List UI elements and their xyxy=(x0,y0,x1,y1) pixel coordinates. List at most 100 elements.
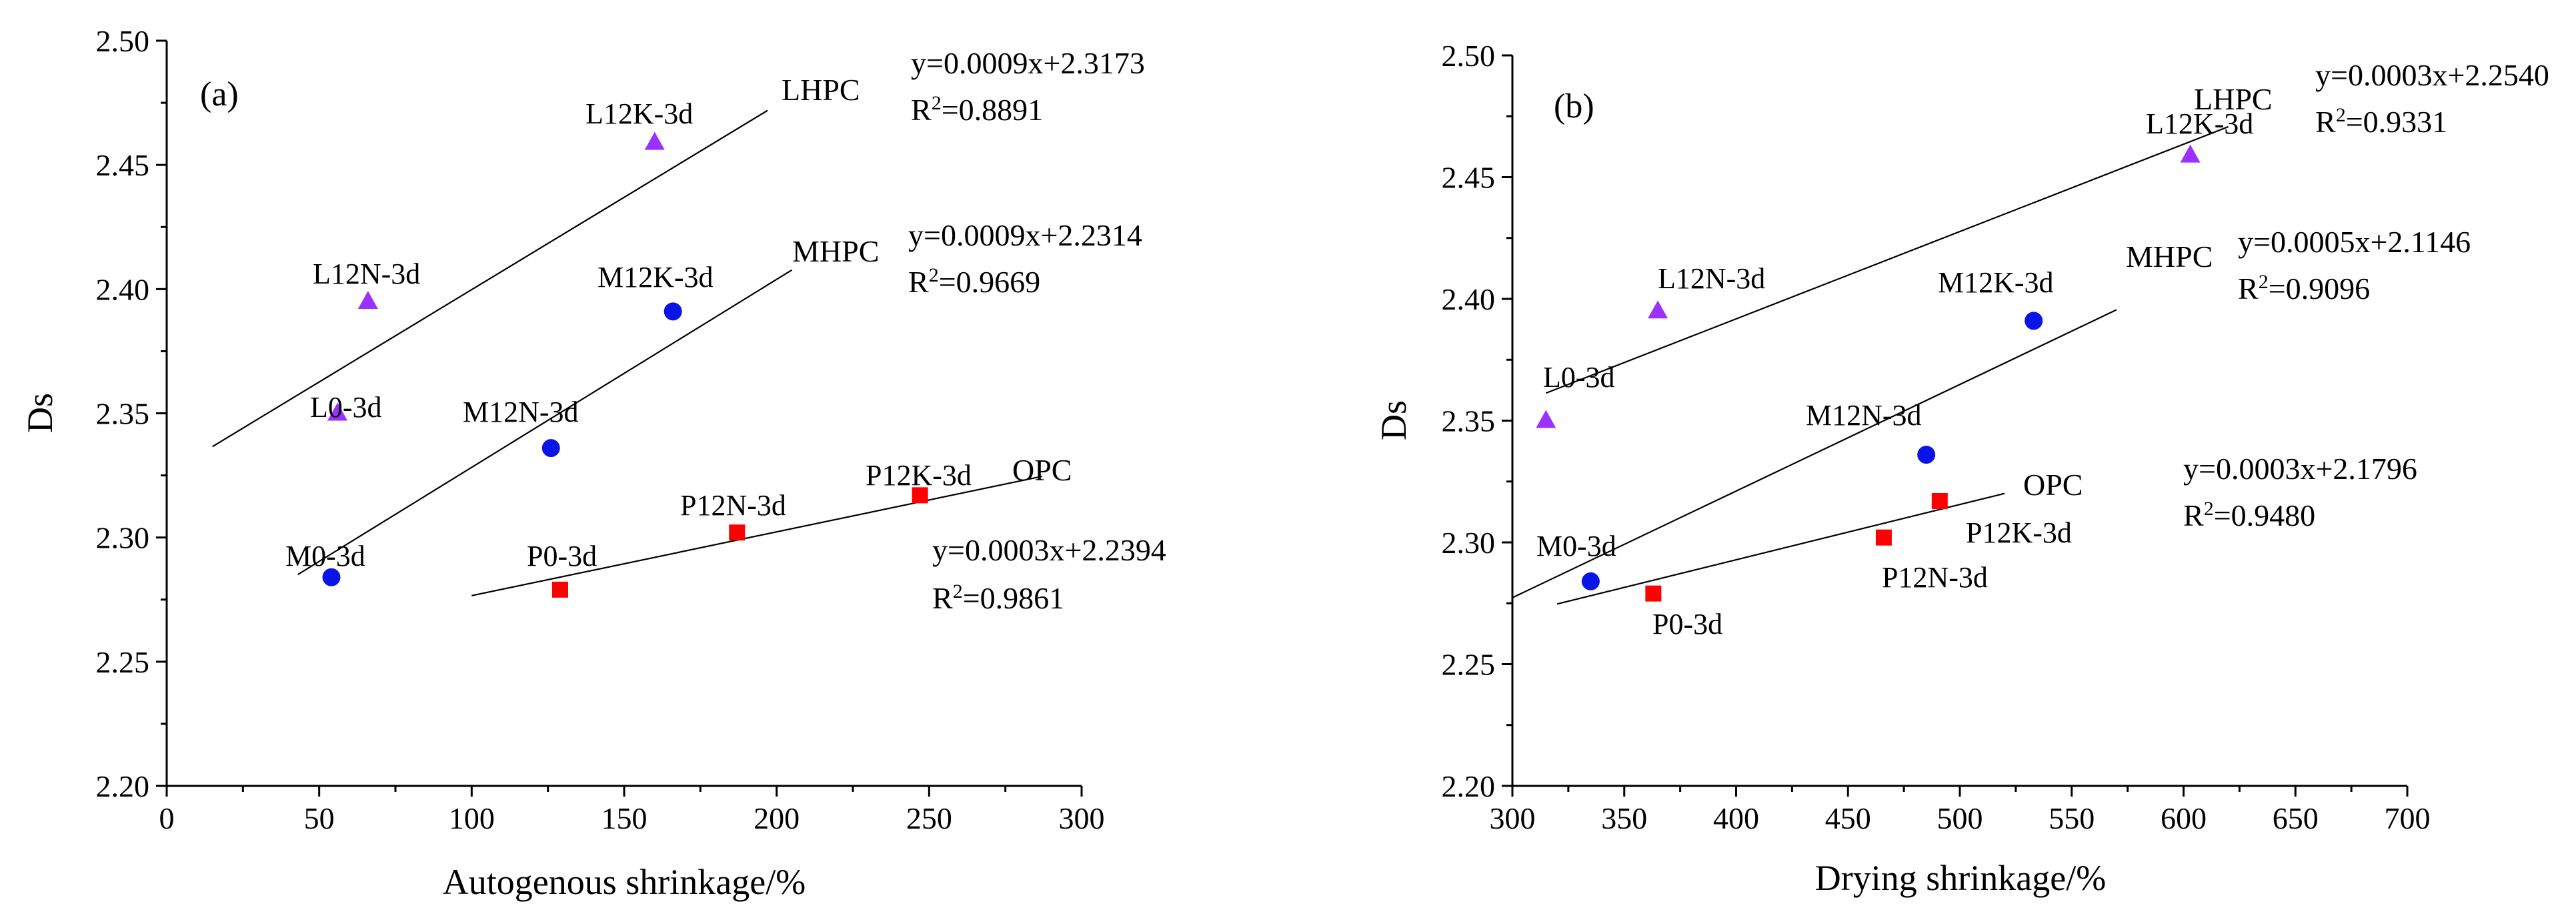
fit-line-mhpc xyxy=(1512,309,2117,598)
point-p0-3d xyxy=(1645,585,1662,602)
point-label-p12k-3d: P12K-3d xyxy=(1966,516,2072,549)
fit-line-lhpc xyxy=(212,109,768,448)
y-tick-label: 2.20 xyxy=(96,769,150,803)
x-tick-label: 650 xyxy=(2273,801,2319,835)
y-axis-title-a: Ds xyxy=(20,393,60,433)
point-l12k-3d xyxy=(2180,144,2201,163)
point-label-l0-3d: L0-3d xyxy=(1543,361,1615,394)
x-tick-label: 0 xyxy=(159,801,175,835)
series-name-lhpc-b: LHPC xyxy=(2194,82,2273,116)
point-m12n-3d xyxy=(541,439,560,458)
r2-value-mhpc-b: =0.9096 xyxy=(2269,272,2370,306)
x-tick-label: 550 xyxy=(2049,801,2095,835)
point-label-m0-3d: M0-3d xyxy=(1536,530,1616,562)
y-tick-label: 2.40 xyxy=(1442,282,1496,316)
r2-lhpc-b: R2=0.9331 xyxy=(2315,104,2447,139)
point-label-p12k-3d: P12K-3d xyxy=(866,459,972,492)
point-m12k-3d xyxy=(664,302,682,321)
point-label-m12k-3d: M12K-3d xyxy=(597,261,714,294)
x-tick-label: 50 xyxy=(304,801,335,835)
point-label-m0-3d: M0-3d xyxy=(285,540,365,572)
y-tick-label: 2.45 xyxy=(96,148,150,182)
x-tick-label: 700 xyxy=(2385,801,2431,835)
y-tick-label: 2.40 xyxy=(96,272,150,306)
point-label-p12n-3d: P12N-3d xyxy=(680,489,786,522)
point-l12n-3d xyxy=(1648,300,1668,319)
point-label-m12k-3d: M12K-3d xyxy=(1938,266,2054,299)
series-name-mhpc-a: MHPC xyxy=(792,234,879,268)
fit-line-mhpc xyxy=(297,269,793,576)
panel-label-b: (b) xyxy=(1554,87,1594,125)
equation-opc-b: y=0.0003x+2.1796 xyxy=(2183,452,2417,486)
equation-opc-a: y=0.0003x+2.2394 xyxy=(932,533,1166,567)
point-labels-b: L0-3d L12N-3d L12K-3d M0-3d M12N-3d M12K-3d P0… xyxy=(1536,107,2253,640)
point-label-l12n-3d: L12N-3d xyxy=(1658,262,1765,295)
series-name-lhpc-a: LHPC xyxy=(782,73,860,107)
series-name-opc-a: OPC xyxy=(1012,453,1072,487)
equation-lhpc-b: y=0.0003x+2.2540 xyxy=(2315,58,2549,92)
point-label-p12n-3d: P12N-3d xyxy=(1882,561,1988,594)
point-p12k-3d xyxy=(912,487,928,504)
point-label-l12k-3d: L12K-3d xyxy=(585,97,693,130)
series-name-mhpc-b: MHPC xyxy=(2126,240,2213,274)
point-l0-3d xyxy=(327,402,348,421)
equation-mhpc-b: y=0.0005x+2.1146 xyxy=(2238,225,2471,259)
r2-value-lhpc-b: =0.9331 xyxy=(2346,105,2447,139)
ticks-b: 300 350 400 450 500 550 600 650 700 2.20 2.25 2.30 2… xyxy=(1442,39,2431,835)
y-tick-label: 2.35 xyxy=(1442,404,1496,438)
point-l12n-3d xyxy=(357,290,378,309)
fit-line-lhpc xyxy=(1545,125,2229,394)
r2-mhpc-b: R2=0.9096 xyxy=(2238,271,2370,306)
r2-mhpc-a: R2=0.9669 xyxy=(908,264,1040,300)
series-name-opc-b: OPC xyxy=(2023,468,2083,502)
point-label-l12n-3d: L12N-3d xyxy=(313,258,420,290)
x-tick-label: 400 xyxy=(1713,801,1759,835)
r2-value-mhpc-a: =0.9669 xyxy=(939,265,1040,299)
fit-lines-b xyxy=(1512,125,2229,605)
point-label-l0-3d: L0-3d xyxy=(310,391,382,424)
y-tick-label: 2.50 xyxy=(1442,39,1496,73)
x-tick-label: 250 xyxy=(906,801,952,835)
x-tick-label: 600 xyxy=(2161,801,2207,835)
point-m0-3d xyxy=(1581,572,1600,590)
x-tick-label: 450 xyxy=(1825,801,1871,835)
x-tick-label: 350 xyxy=(1601,801,1647,835)
fit-line-opc xyxy=(471,475,1042,596)
equation-lhpc-a: y=0.0009x+2.3173 xyxy=(911,46,1145,80)
r2-opc-b: R2=0.9480 xyxy=(2183,498,2315,533)
point-m12k-3d xyxy=(2025,312,2043,330)
point-label-m12n-3d: M12N-3d xyxy=(463,396,579,428)
x-tick-label: 500 xyxy=(1937,801,1983,835)
point-p12n-3d xyxy=(729,524,746,541)
data-points-b xyxy=(1536,144,2201,602)
r2-value-lhpc-a: =0.8891 xyxy=(942,93,1043,127)
r2-lhpc-a: R2=0.8891 xyxy=(911,92,1043,127)
point-l0-3d xyxy=(1536,410,1556,428)
x-tick-label: 150 xyxy=(601,801,648,835)
data-points-a xyxy=(322,131,928,598)
y-tick-label: 2.20 xyxy=(1442,769,1496,803)
chart-panel-a: 0 50 100 150 200 250 300 2.20 2.25 2.30 2.35 2.40 2.… xyxy=(20,24,1166,902)
point-m0-3d xyxy=(322,568,341,586)
ticks-a: 0 50 100 150 200 250 300 2.20 2.25 2.30 2.35 2.40 2.… xyxy=(96,24,1105,835)
x-tick-label: 300 xyxy=(1490,801,1536,835)
r2-value-opc-b: =0.9480 xyxy=(2214,498,2315,532)
y-tick-label: 2.30 xyxy=(96,521,150,555)
y-tick-label: 2.30 xyxy=(1442,526,1496,560)
x-tick-label: 300 xyxy=(1059,801,1105,835)
y-tick-label: 2.25 xyxy=(96,645,150,679)
chart-panel-b: 300 350 400 450 500 550 600 650 700 2.20 2.25 2.30 2… xyxy=(1374,39,2549,898)
point-label-p0-3d: P0-3d xyxy=(1652,608,1722,640)
r2-opc-a: R2=0.9861 xyxy=(932,580,1064,616)
x-axis-title-b: Drying shrinkage/% xyxy=(1815,858,2106,898)
point-label-m12n-3d: M12N-3d xyxy=(1806,399,1922,432)
panel-label-a: (a) xyxy=(200,75,239,113)
point-l12k-3d xyxy=(644,131,665,150)
fit-line-opc xyxy=(1556,492,2005,605)
point-labels-a: L0-3d L12N-3d L12K-3d M0-3d M12N-3d M12K-3d P0… xyxy=(285,97,972,572)
point-label-p0-3d: P0-3d xyxy=(527,540,597,572)
point-p0-3d xyxy=(551,581,568,598)
y-tick-label: 2.25 xyxy=(1442,648,1496,682)
point-m12n-3d xyxy=(1917,446,1936,464)
